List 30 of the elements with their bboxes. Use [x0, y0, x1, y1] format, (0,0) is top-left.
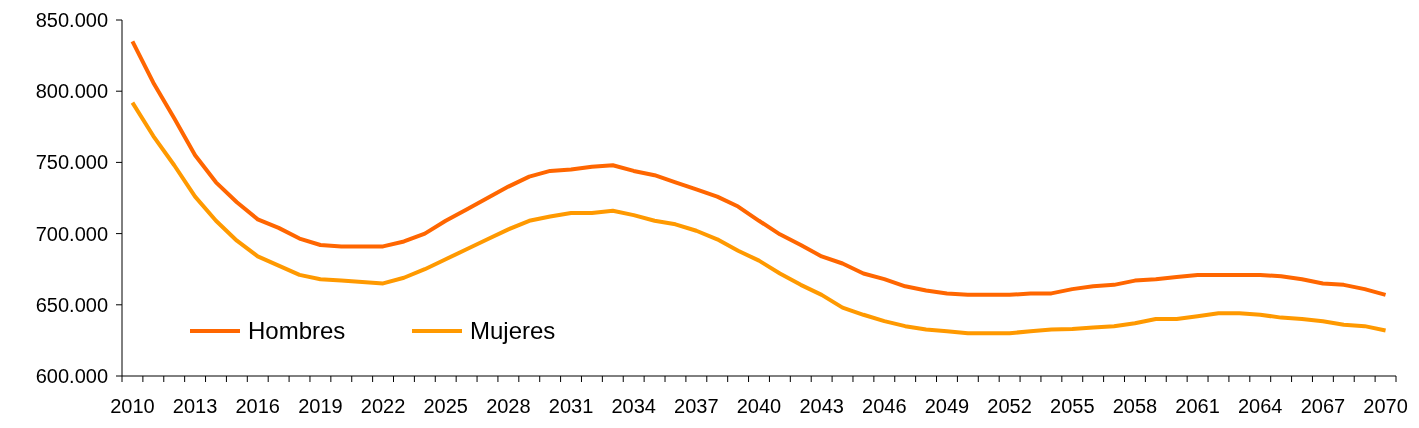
x-tick-label: 2028 [486, 395, 531, 417]
legend-label: Hombres [248, 317, 346, 345]
x-tick-label: 2067 [1300, 395, 1346, 417]
x-tick-label: 2034 [611, 395, 656, 417]
x-tick-label: 2022 [360, 395, 406, 417]
y-tick-label: 800.000 [35, 80, 108, 103]
x-tick-label: 2010 [110, 395, 155, 417]
x-tick-label: 2055 [1050, 395, 1095, 417]
y-tick-label: 600.000 [35, 365, 108, 387]
x-tick-label: 2019 [298, 395, 343, 417]
line-series [130, 39, 1388, 297]
x-tick-label: 2040 [736, 395, 782, 417]
x-tick-label: 2061 [1175, 395, 1220, 417]
x-tick-label: 2016 [235, 395, 280, 417]
x-tick-label: 2046 [862, 395, 907, 417]
x-tick-label: 2058 [1112, 395, 1158, 417]
x-tick-label: 2052 [987, 395, 1032, 417]
x-tick-label: 2031 [548, 395, 594, 417]
x-tick-label: 2070 [1363, 395, 1408, 417]
y-tick-label: 700.000 [35, 222, 108, 245]
x-tick-label: 2049 [924, 395, 970, 417]
x-tick-label: 2013 [172, 395, 218, 417]
x-tick-label: 2025 [423, 395, 468, 417]
y-tick-label: 850.000 [35, 9, 108, 31]
x-tick-label: 2064 [1238, 395, 1283, 417]
y-tick-label: 650.000 [35, 293, 108, 316]
x-tick-label: 2043 [799, 395, 844, 417]
y-tick-label: 750.000 [35, 151, 108, 174]
x-tick-label: 2037 [674, 395, 719, 417]
legend-label: Mujeres [470, 317, 556, 345]
